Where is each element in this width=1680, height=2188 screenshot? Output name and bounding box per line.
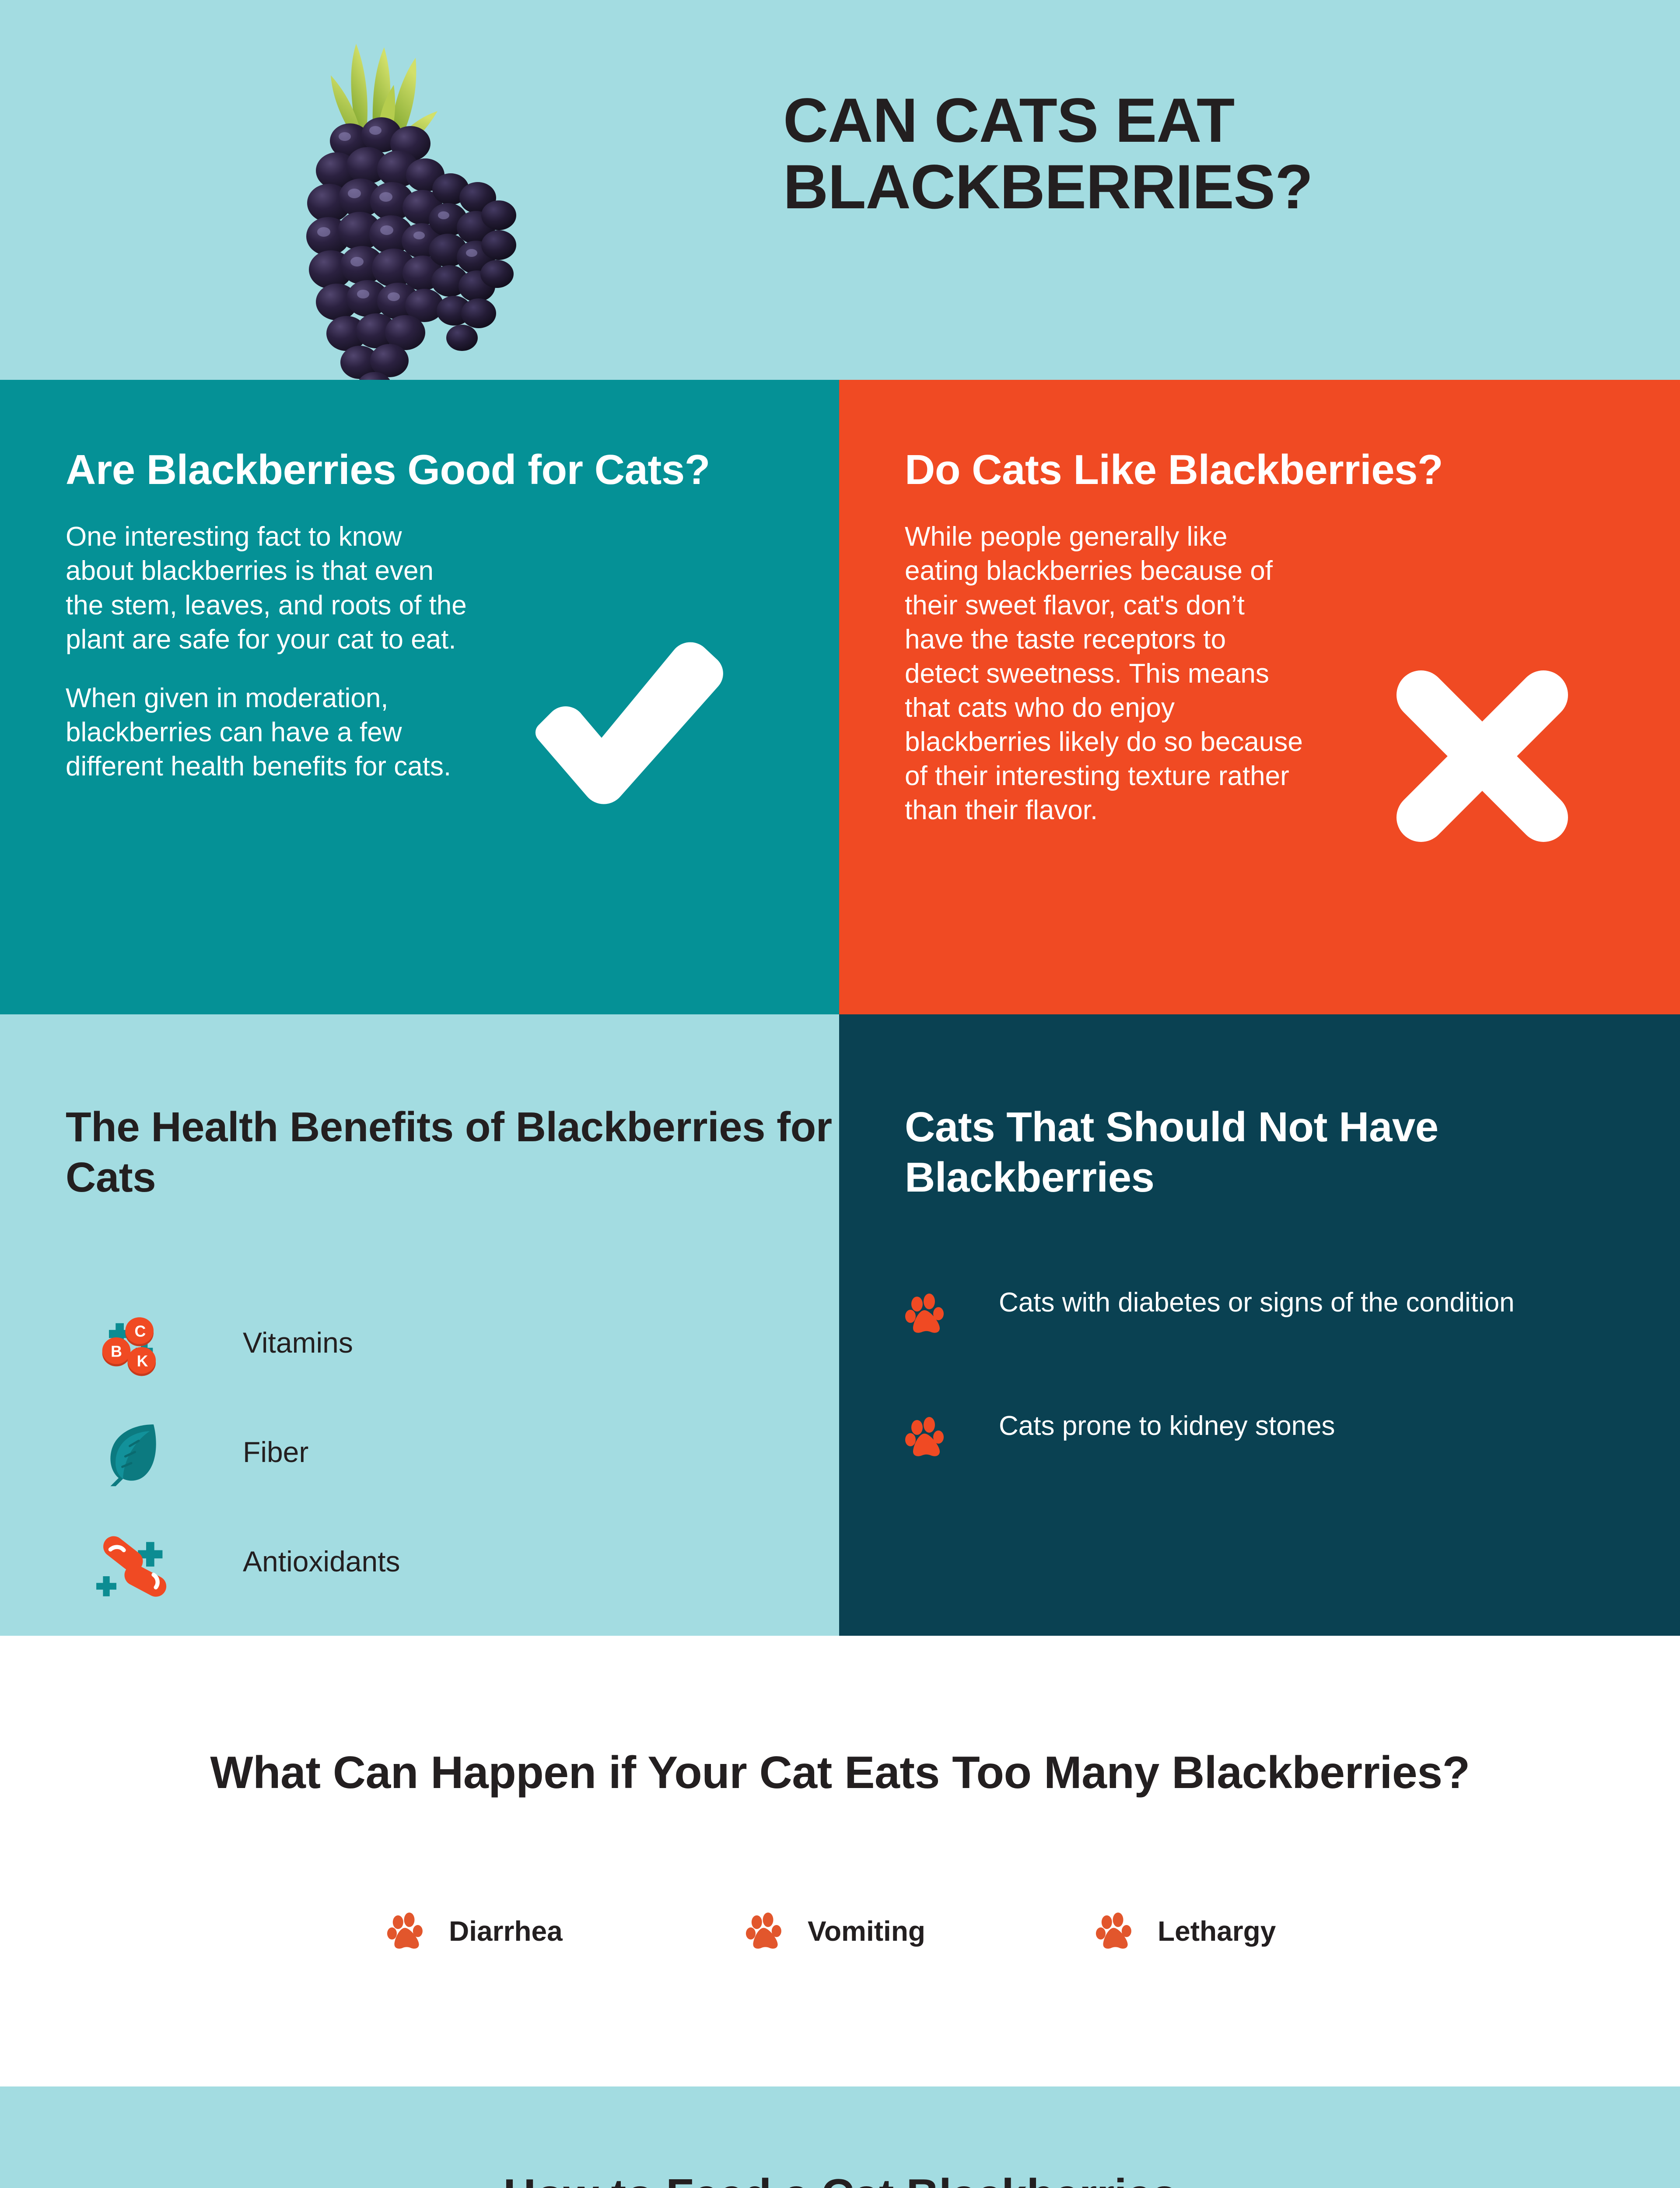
section-heading: How to Feed a Cat Blackberries	[0, 2086, 1680, 2188]
panel-paragraph-1: While people generally like eating black…	[905, 522, 1303, 826]
list-item-label: Vomiting	[808, 1915, 925, 1947]
page-title: CAN CATS EAT BLACKBERRIES?	[783, 86, 1313, 222]
panel-heading: Are Blackberries Good for Cats?	[66, 446, 710, 493]
list-item-label: Diarrhea	[449, 1915, 563, 1947]
panel-do-cats-like: Do Cats Like Blackberries? While people …	[839, 380, 1680, 1014]
section-heading: What Can Happen if Your Cat Eats Too Man…	[0, 1745, 1680, 1801]
benefits-list: C B K Vitamins	[66, 1288, 839, 1616]
panel-heading: Do Cats Like Blackberries?	[905, 446, 1443, 493]
paw-icon	[385, 1910, 429, 1953]
list-item-label: Fiber	[243, 1436, 309, 1469]
svg-text:C: C	[135, 1323, 146, 1340]
list-item-label: Cats prone to kidney stones	[999, 1411, 1335, 1441]
panel-paragraph-2: When given in moderation, blackberries c…	[66, 683, 452, 782]
panel-heading: Cats That Should Not Have Blackberries	[905, 1104, 1438, 1201]
vitamin-pills-icon: C B K	[66, 1305, 197, 1380]
svg-text:K: K	[137, 1353, 148, 1370]
list-item-label: Lethargy	[1158, 1915, 1276, 1947]
leaf-icon	[66, 1415, 197, 1489]
row-benefits-and-avoid: The Health Benefits of Blackberries for …	[0, 1014, 1680, 1636]
panel-cats-should-not-have: Cats That Should Not Have Blackberries	[839, 1014, 1680, 1636]
list-item: C B K Vitamins	[66, 1288, 839, 1397]
paw-icon	[1094, 1910, 1138, 1953]
section-heading-line: What Can Happen if Your Cat Eats Too Man…	[210, 1747, 1470, 1798]
paw-icon	[744, 1910, 788, 1953]
hero-section: CAN CATS EAT BLACKBERRIES?	[0, 0, 1680, 380]
list-item-label: Antioxidants	[243, 1545, 400, 1578]
paw-icon	[905, 1291, 953, 1337]
panel-health-benefits: The Health Benefits of Blackberries for …	[0, 1014, 839, 1636]
list-item-label: Cats with diabetes or signs of the condi…	[999, 1287, 1515, 1318]
berry-drupelets	[306, 117, 516, 380]
list-item: Cats prone to kidney stones	[905, 1409, 1680, 1460]
paw-icon	[905, 1414, 953, 1460]
svg-text:B: B	[111, 1343, 122, 1360]
list-item: Diarrhea	[315, 1910, 665, 1953]
list-item: Cats with diabetes or signs of the condi…	[905, 1286, 1680, 1337]
capsule-pills-icon	[66, 1524, 197, 1599]
list-item: Fiber	[66, 1397, 839, 1507]
symptoms-list: Diarrhea Vomiting	[0, 1910, 1680, 1953]
row-good-and-like: Are Blackberries Good for Cats? One inte…	[0, 380, 1680, 1014]
list-item-label: Vitamins	[243, 1326, 353, 1359]
feeding-timeline-section: How to Feed a Cat Blackberries Cut the p…	[0, 2086, 1680, 2188]
panel-heading: The Health Benefits of Blackberries for …	[66, 1104, 832, 1201]
list-item: Lethargy	[1015, 1910, 1365, 1953]
list-item: Antioxidants	[66, 1507, 839, 1616]
check-icon	[535, 642, 723, 804]
blackberry-illustration	[306, 44, 516, 380]
panel-are-blackberries-good: Are Blackberries Good for Cats? One inte…	[0, 380, 839, 1014]
list-item: Vomiting	[665, 1910, 1015, 1953]
symptoms-section: What Can Happen if Your Cat Eats Too Man…	[0, 1636, 1680, 2086]
avoid-list: Cats with diabetes or signs of the condi…	[905, 1286, 1680, 1460]
panel-paragraph-1: One interesting fact to know about black…	[66, 522, 467, 655]
x-icon	[1396, 670, 1568, 842]
